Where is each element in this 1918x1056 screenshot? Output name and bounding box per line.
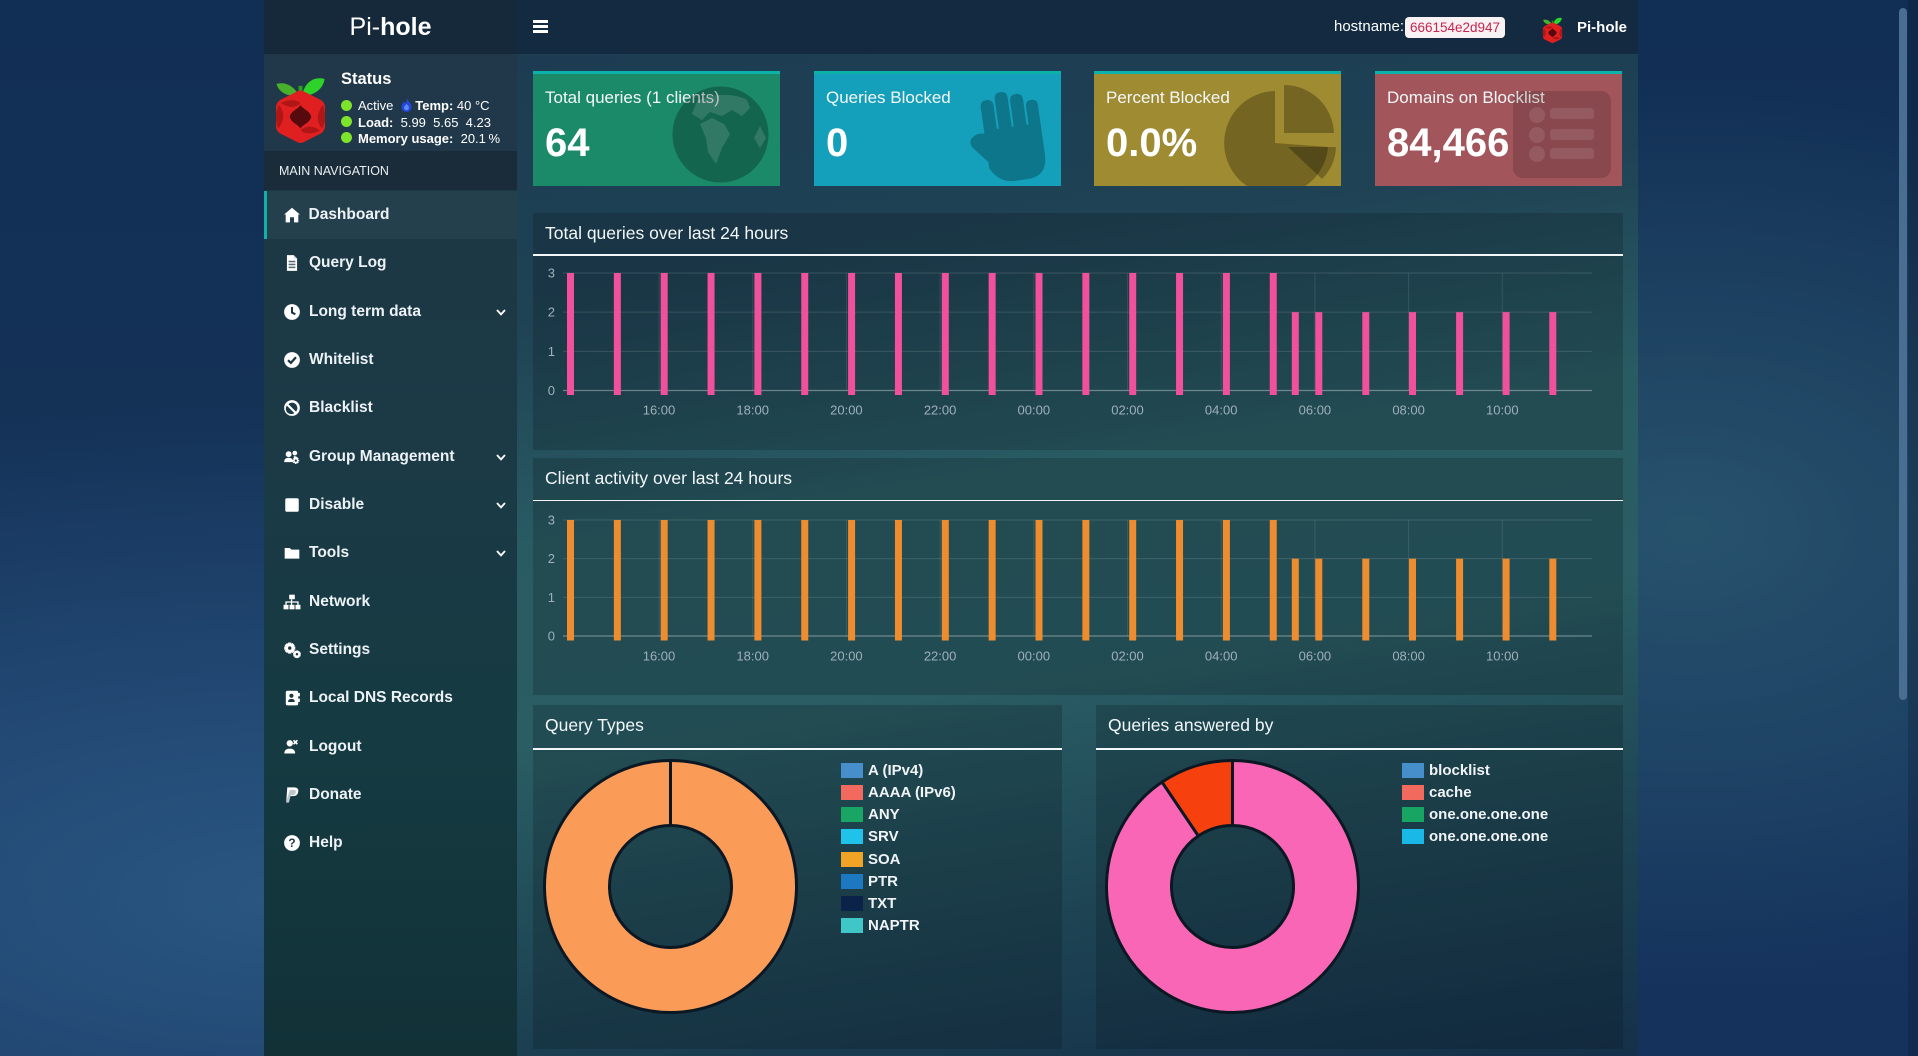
svg-text:1: 1 bbox=[548, 344, 555, 359]
svg-text:20:00: 20:00 bbox=[830, 649, 863, 664]
svg-text:00:00: 00:00 bbox=[1018, 649, 1051, 664]
svg-text:16:00: 16:00 bbox=[643, 649, 676, 664]
svg-text:08:00: 08:00 bbox=[1392, 649, 1425, 664]
svg-text:2: 2 bbox=[548, 551, 555, 566]
svg-text:0: 0 bbox=[548, 629, 555, 644]
svg-text:3: 3 bbox=[548, 513, 555, 528]
svg-text:06:00: 06:00 bbox=[1299, 403, 1332, 418]
svg-text:00:00: 00:00 bbox=[1018, 403, 1051, 418]
svg-text:?: ? bbox=[288, 836, 295, 850]
svg-text:10:00: 10:00 bbox=[1486, 403, 1519, 418]
svg-text:0: 0 bbox=[548, 383, 555, 398]
svg-text:18:00: 18:00 bbox=[736, 403, 769, 418]
svg-text:3: 3 bbox=[548, 266, 555, 281]
svg-text:02:00: 02:00 bbox=[1111, 403, 1144, 418]
svg-text:02:00: 02:00 bbox=[1111, 649, 1144, 664]
svg-text:20:00: 20:00 bbox=[830, 403, 863, 418]
svg-text:10:00: 10:00 bbox=[1486, 649, 1519, 664]
svg-text:1: 1 bbox=[548, 590, 555, 605]
svg-text:08:00: 08:00 bbox=[1392, 403, 1425, 418]
svg-text:16:00: 16:00 bbox=[643, 403, 676, 418]
svg-text:18:00: 18:00 bbox=[736, 649, 769, 664]
svg-text:06:00: 06:00 bbox=[1299, 649, 1332, 664]
svg-text:22:00: 22:00 bbox=[924, 403, 957, 418]
svg-text:04:00: 04:00 bbox=[1205, 649, 1238, 664]
svg-text:22:00: 22:00 bbox=[924, 649, 957, 664]
svg-text:2: 2 bbox=[548, 305, 555, 320]
svg-text:04:00: 04:00 bbox=[1205, 403, 1238, 418]
